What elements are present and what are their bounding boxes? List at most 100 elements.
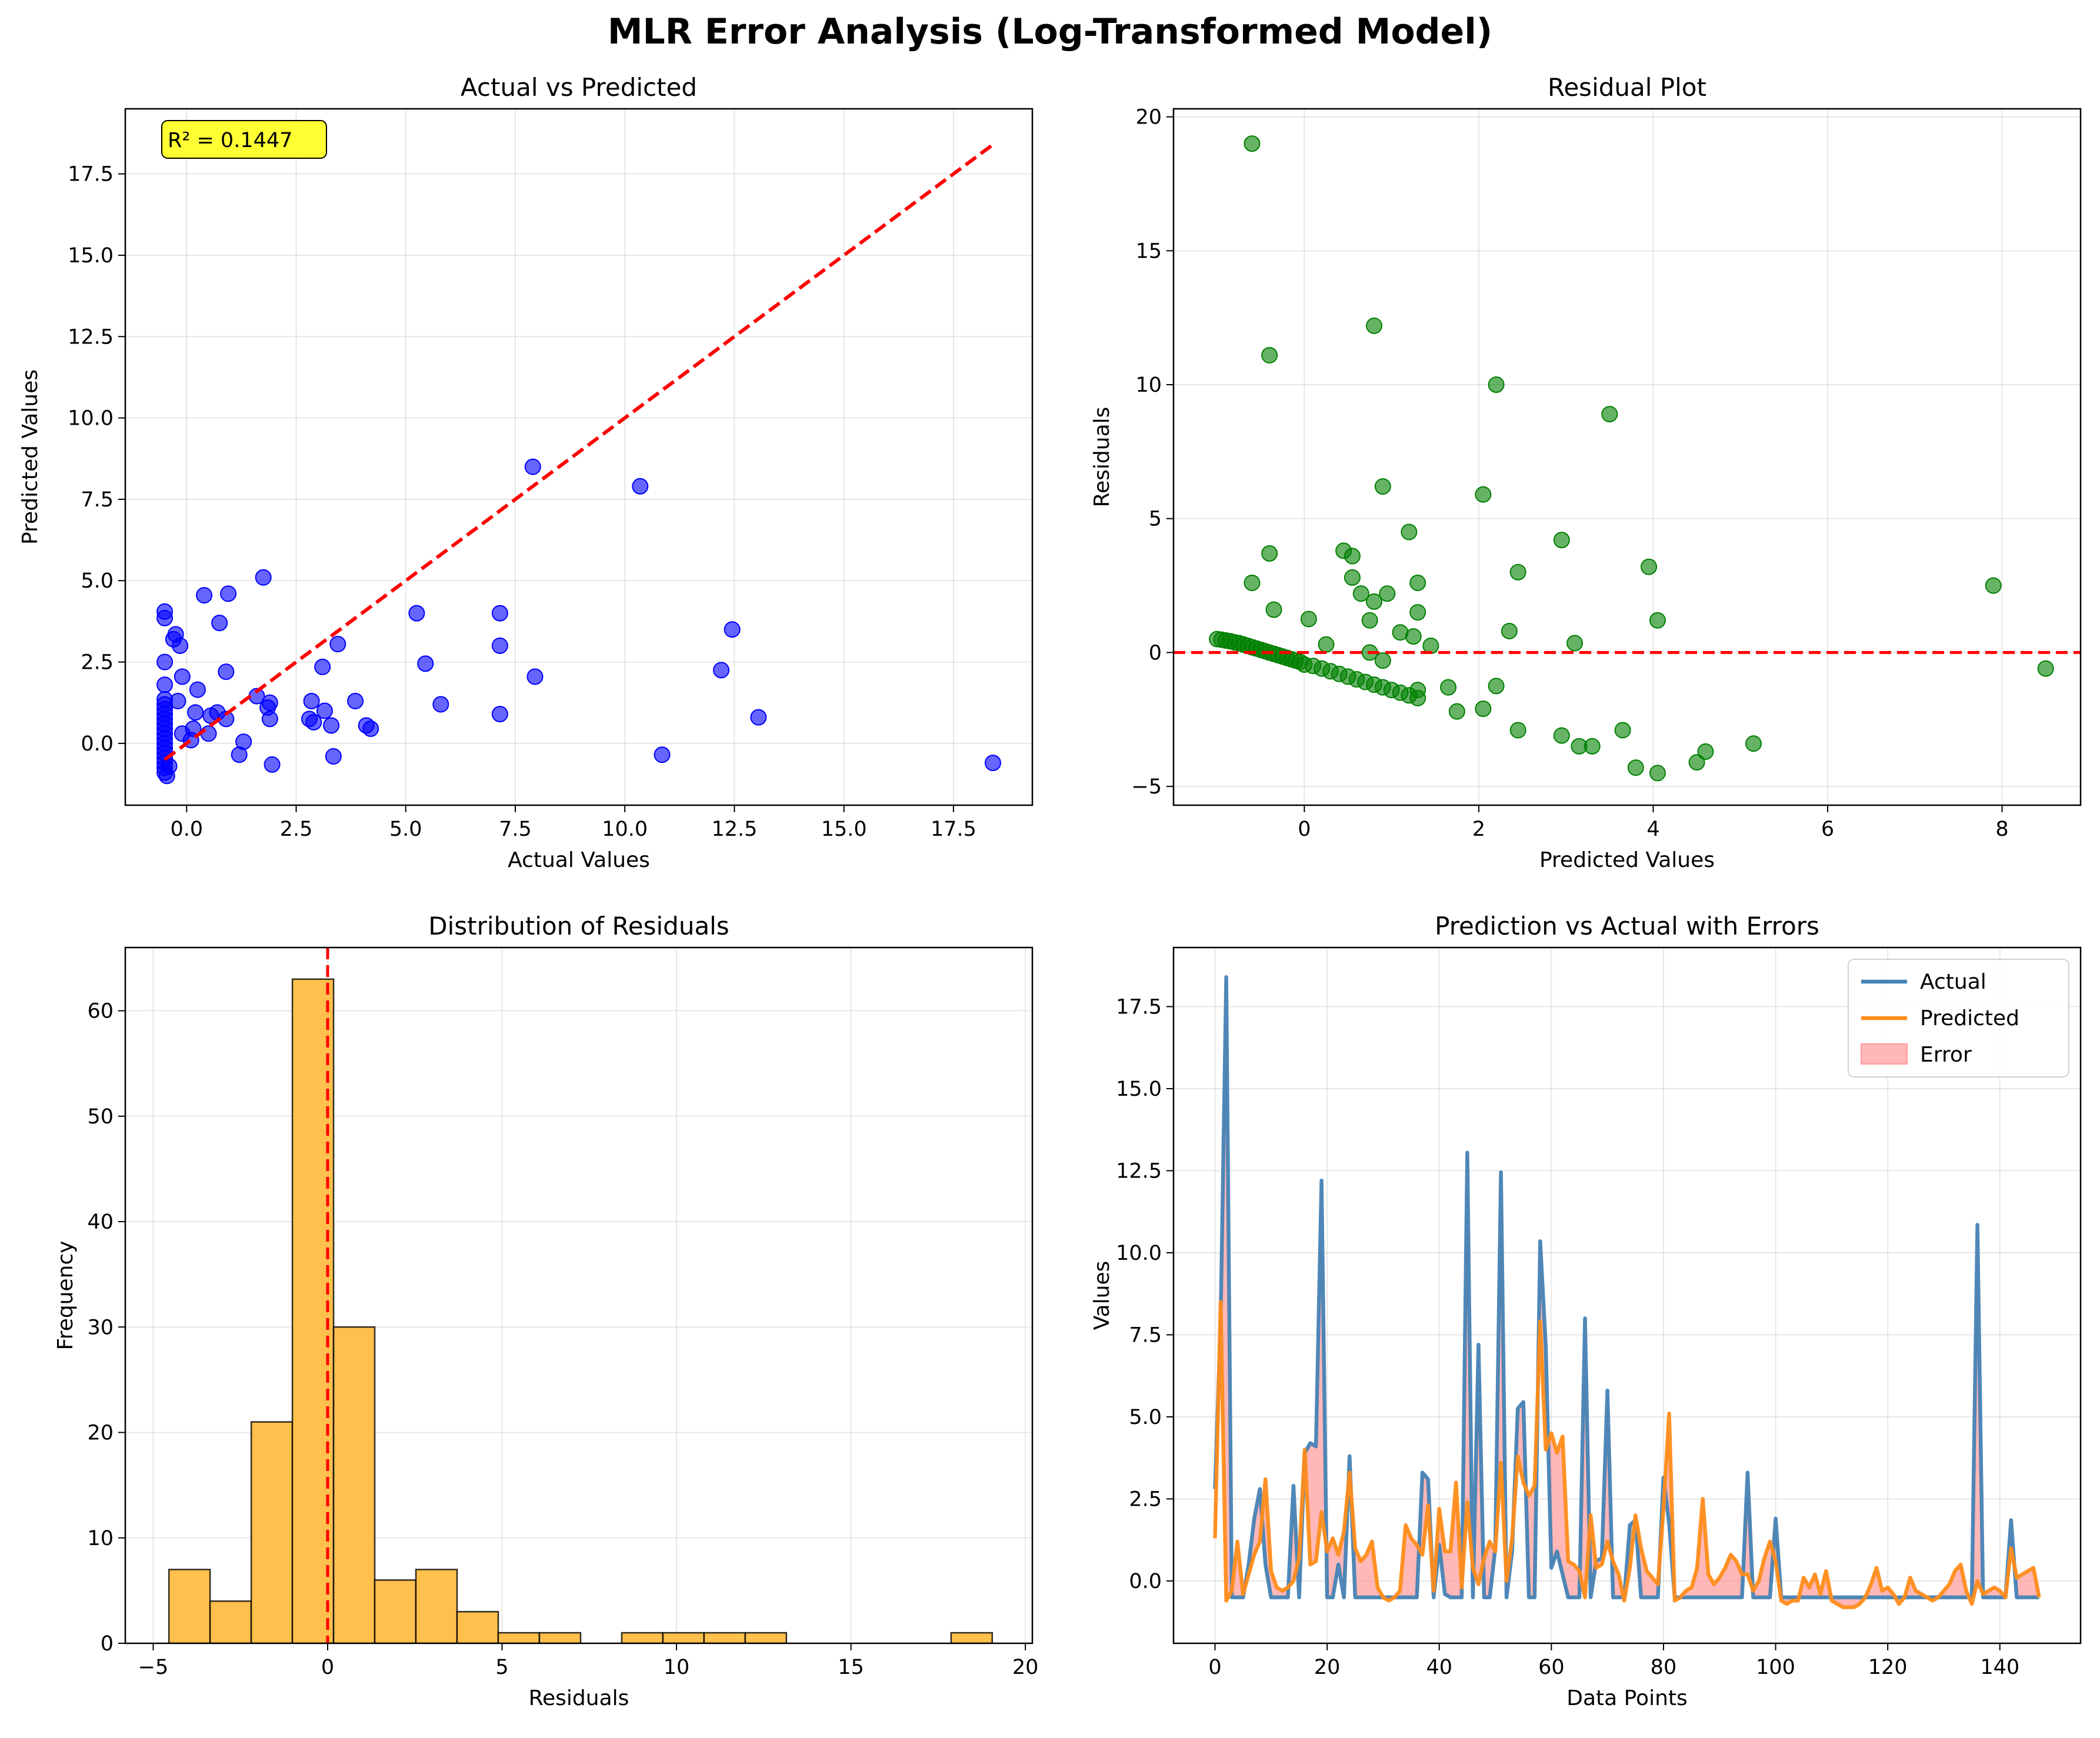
x-axis-label: Predicted Values: [1539, 848, 1715, 872]
y-tick-label: −5: [1131, 775, 1162, 799]
residual-point: [1566, 635, 1584, 652]
y-tick-label: 5: [1149, 508, 1162, 531]
residual-point: [1475, 486, 1492, 503]
residual-point: [1261, 346, 1278, 363]
residual-point: [1553, 532, 1570, 549]
histogram-bar: [703, 1632, 746, 1643]
histogram-bar: [950, 1632, 994, 1643]
data-point: [261, 710, 278, 728]
y-tick-label: 0: [1149, 641, 1162, 665]
data-point: [325, 748, 342, 765]
data-point: [156, 609, 174, 626]
histogram-bar: [332, 1326, 376, 1643]
data-point: [323, 717, 340, 734]
histogram-bar: [497, 1632, 541, 1643]
residual-point: [1409, 575, 1426, 592]
x-tick-label: −5: [138, 1656, 169, 1679]
y-tick-label: 5.0: [1129, 1406, 1162, 1429]
residual-point: [1649, 612, 1666, 629]
x-tick-label: 17.5: [931, 818, 976, 841]
histogram-bar: [209, 1600, 252, 1643]
data-point: [220, 585, 237, 602]
chart-title: Residual Plot: [1548, 73, 1706, 102]
data-point: [750, 709, 767, 726]
legend-label: Error: [1920, 1043, 1972, 1067]
data-point: [347, 692, 364, 709]
residual-point: [1352, 585, 1369, 602]
histogram-bar: [621, 1632, 664, 1643]
x-tick-label: 10.0: [602, 818, 648, 841]
residual-point: [1244, 135, 1261, 152]
data-point: [491, 605, 508, 622]
residual-point: [1448, 703, 1465, 720]
x-tick-label: 8: [1995, 818, 2008, 841]
x-tick-label: 100: [1756, 1656, 1795, 1679]
y-tick-label: 0.0: [1129, 1570, 1162, 1593]
data-point: [264, 756, 281, 773]
residual-point: [1440, 679, 1457, 696]
y-tick-label: 50: [87, 1105, 114, 1129]
actual-vs-predicted-panel: 0.0 2.5 5.0 7.5 10.0 12.5 15.0 17.5 0.0 2.5 5.0 7.5…: [18, 73, 1034, 872]
plot-area: [1174, 135, 2081, 782]
data-point: [408, 605, 425, 622]
x-tick-label: 20: [1012, 1656, 1039, 1679]
legend-label: Actual: [1920, 970, 1986, 994]
legend-label: Predicted: [1920, 1006, 2019, 1030]
residual-point: [1366, 317, 1383, 334]
data-point: [156, 653, 174, 670]
data-point: [261, 694, 278, 711]
predicted-series-line: [1213, 1300, 2041, 1609]
data-point: [189, 681, 206, 698]
residual-point: [1405, 628, 1422, 645]
data-point: [724, 621, 741, 638]
residual-point: [1697, 743, 1714, 760]
x-tick-label: 60: [1538, 1656, 1565, 1679]
data-point: [491, 706, 508, 723]
histogram-bar: [168, 1569, 211, 1643]
x-tick-label: 12.5: [711, 818, 757, 841]
x-tick-label: 5.0: [389, 818, 422, 841]
x-tick-label: 140: [1980, 1656, 2019, 1679]
y-tick-label: 20: [1135, 106, 1162, 129]
data-point: [417, 655, 434, 672]
residual-point: [1379, 585, 1396, 602]
residual-point: [1501, 623, 1518, 639]
histogram-bar: [415, 1569, 458, 1643]
chart-title: Prediction vs Actual with Errors: [1435, 912, 1819, 940]
x-tick-label: 120: [1868, 1656, 1908, 1679]
y-tick-label: 2.5: [81, 651, 114, 675]
residual-point: [1374, 478, 1391, 495]
y-axis-label: Residuals: [1090, 407, 1114, 508]
data-point: [526, 668, 544, 685]
data-point: [211, 615, 228, 632]
x-tick-label: 80: [1651, 1656, 1677, 1679]
data-point: [174, 668, 191, 685]
chart-title: Actual vs Predicted: [461, 73, 697, 102]
residual-point: [1553, 727, 1570, 744]
histogram-bar: [374, 1579, 417, 1643]
axes-frame: [1172, 946, 2082, 1644]
plot-area: [1213, 975, 2041, 1609]
data-point: [196, 587, 213, 604]
histogram-bar: [456, 1610, 499, 1643]
axes-frame: [1172, 108, 2082, 806]
data-point: [491, 637, 508, 654]
y-tick-label: 15: [1135, 239, 1162, 263]
data-point: [632, 478, 649, 495]
legend-error-swatch: [1861, 1043, 1908, 1065]
data-point: [200, 725, 217, 742]
residual-point: [1584, 738, 1601, 755]
data-point: [235, 733, 252, 750]
residual-point: [1488, 678, 1505, 695]
x-axis-label: Residuals: [529, 1686, 629, 1710]
residual-point: [1627, 759, 1644, 776]
x-tick-label: 0.0: [170, 818, 203, 841]
residual-point: [1401, 523, 1418, 541]
y-tick-label: 0.0: [81, 732, 114, 756]
residual-point: [1641, 558, 1658, 575]
x-tick-label: 0: [1298, 818, 1311, 841]
x-tick-label: 40: [1426, 1656, 1452, 1679]
data-point: [713, 662, 730, 679]
chart-title: Distribution of Residuals: [428, 912, 729, 940]
y-tick-label: 12.5: [1116, 1159, 1162, 1183]
